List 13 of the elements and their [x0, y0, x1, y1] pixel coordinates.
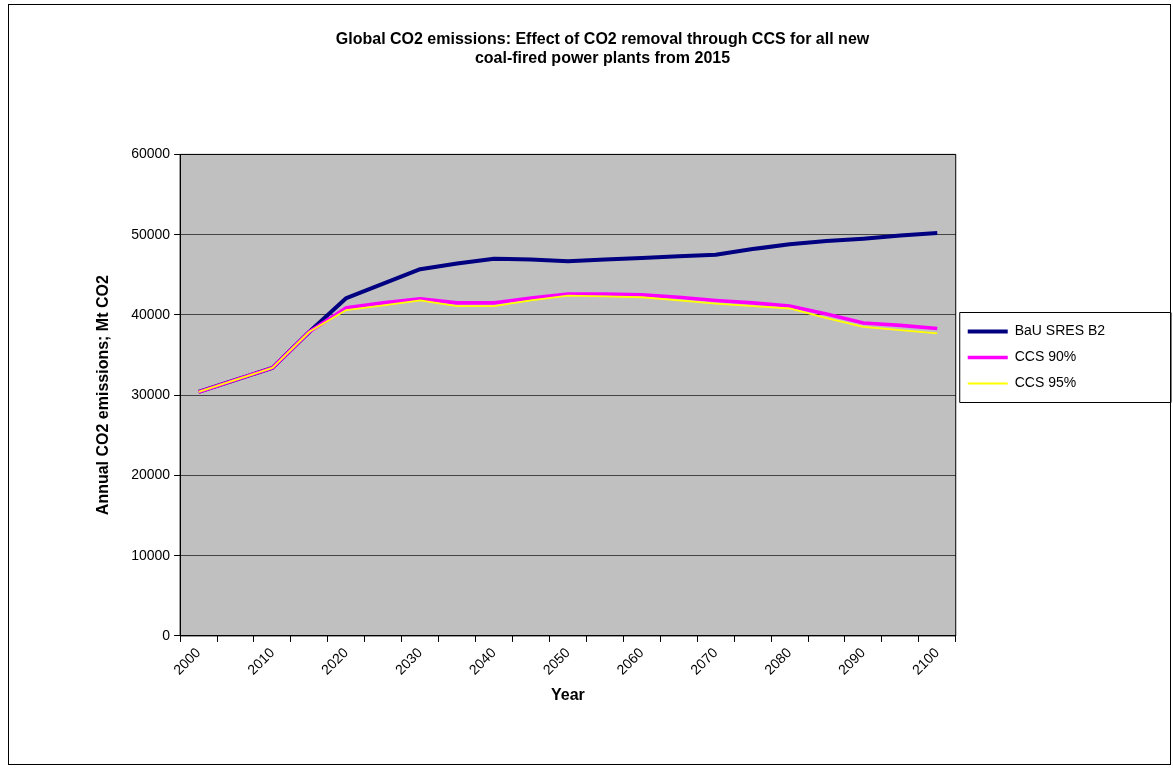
y-tick-label: 20000 [131, 466, 171, 483]
y-tick-label: 60000 [131, 145, 171, 162]
y-tick-label: 0 [162, 626, 171, 643]
legend-label: CCS 95% [1014, 374, 1077, 391]
y-tick-label: 30000 [131, 386, 171, 403]
y-tick-label: 40000 [131, 305, 171, 322]
legend-label: CCS 90% [1014, 348, 1077, 365]
x-axis-title: Year [551, 685, 585, 703]
y-axis-title: Annual CO2 emissions; Mt CO2 [94, 275, 112, 516]
y-tick-label: 50000 [131, 225, 171, 242]
legend-label: BaU SRES B2 [1014, 322, 1106, 339]
y-tick-label: 10000 [131, 546, 171, 563]
chart-title: Global CO2 emissions: Effect of CO2 removal through CCS for all new coal-fired power plants from 2015 [335, 30, 870, 67]
